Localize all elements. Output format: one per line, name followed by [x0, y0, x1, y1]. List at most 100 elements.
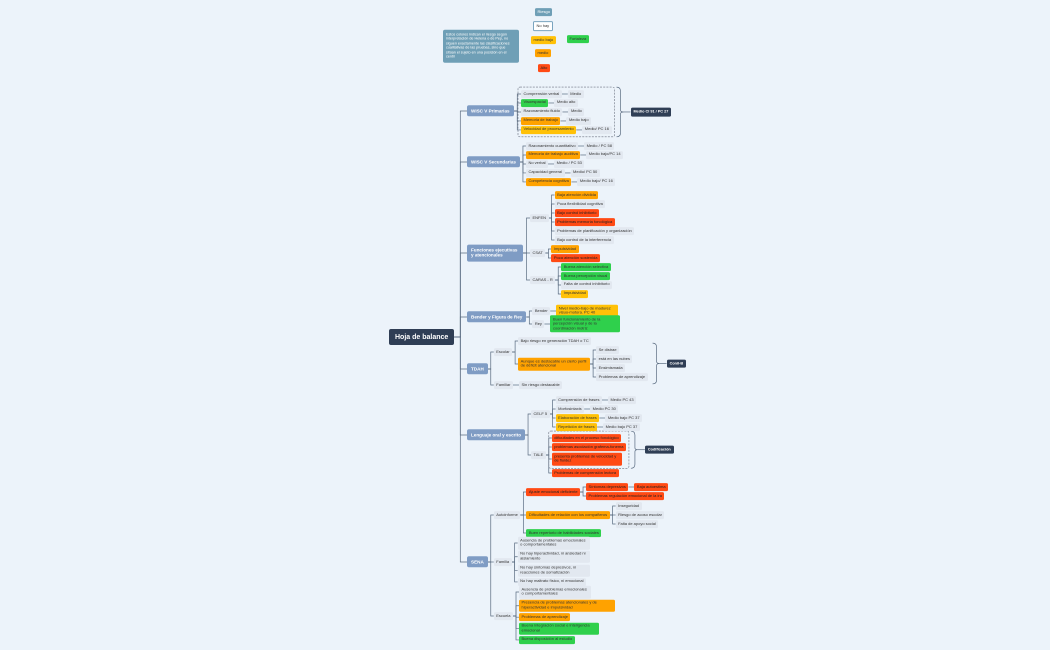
- subtopic[interactable]: Falta de apoyo social: [615, 520, 659, 528]
- subtopic[interactable]: Medio/ PC 16: [582, 126, 612, 134]
- subtopic[interactable]: Impulsividad: [551, 245, 579, 253]
- subtopic[interactable]: Escolar: [493, 348, 513, 356]
- branch-topic[interactable]: WISC V Primarias: [467, 105, 514, 117]
- subtopic[interactable]: Medio: [567, 90, 584, 98]
- summary-topic[interactable]: Codificación: [644, 445, 674, 455]
- connector-line: [555, 279, 562, 295]
- connector-line: [513, 110, 521, 131]
- subtopic[interactable]: Medio bajo/ PC 16: [577, 178, 616, 186]
- subtopic[interactable]: Inseguridad: [615, 502, 642, 510]
- subtopic[interactable]: Morfosintaxis: [555, 405, 585, 413]
- branch-topic[interactable]: SENA: [467, 556, 488, 568]
- subtopic[interactable]: Sin riesgo destacable: [519, 381, 563, 389]
- subtopic[interactable]: Medio/ PC 50: [570, 169, 600, 177]
- subtopic[interactable]: Buen funcionamiento de la percepción vis…: [550, 315, 621, 333]
- connector-line: [609, 514, 616, 525]
- branch-topic[interactable]: Bender y Figura de Rey: [467, 311, 527, 323]
- subtopic[interactable]: No hay hiperactividad, ni ansiedad ni ai…: [517, 550, 590, 564]
- subtopic[interactable]: Capacidad general: [525, 169, 565, 177]
- subtopic[interactable]: Visoespacial: [521, 99, 549, 107]
- subtopic[interactable]: Medio bajo: [566, 117, 592, 125]
- subtopic[interactable]: Medio bajo/PC 14: [586, 151, 624, 159]
- subtopic[interactable]: problemas asociación grafema-fonema: [551, 443, 626, 451]
- subtopic[interactable]: Ajuste emocional deficiente: [526, 488, 581, 496]
- subtopic[interactable]: Elaboración de frases: [555, 414, 600, 422]
- subtopic[interactable]: Bajo control de la interferencia: [554, 236, 614, 244]
- subtopic[interactable]: Problemas de planificación y organizació…: [554, 227, 635, 235]
- branch-topic[interactable]: Funciones ejecutivas y atencionales: [467, 244, 523, 262]
- branch-topic[interactable]: Lenguaje oral y escrito: [467, 429, 526, 441]
- subtopic[interactable]: Comprensión verbal: [521, 90, 562, 98]
- subtopic[interactable]: dificultades en el proceso fonológico: [551, 434, 622, 442]
- subtopic[interactable]: Autoinforme: [493, 511, 521, 519]
- subtopic[interactable]: Presencia de problemas atencionales y de…: [519, 599, 615, 613]
- subtopic[interactable]: Medio PC 43: [607, 396, 637, 404]
- subtopic[interactable]: Nivel medio-bajo de madurez visuo-motora…: [556, 304, 619, 318]
- subtopic[interactable]: CELF 5: [531, 410, 550, 418]
- subtopic[interactable]: Problemas regulación emocional de la ira: [586, 492, 665, 500]
- subtopic[interactable]: No hay maltrato físico, ni emocional: [517, 578, 587, 586]
- subtopic[interactable]: Dificultades de relación con los compañe…: [526, 511, 610, 519]
- subtopic[interactable]: Se distrae: [596, 346, 620, 354]
- subtopic[interactable]: Escuela: [493, 612, 513, 620]
- subtopic[interactable]: Memoria de trabajo auditiva: [525, 151, 581, 159]
- subtopic[interactable]: Buena percepción visual: [561, 272, 610, 280]
- subtopic[interactable]: Baja autoestima: [634, 483, 669, 491]
- subtopic[interactable]: Medio: [568, 108, 585, 116]
- subtopic[interactable]: Medio / PC 58: [584, 142, 615, 150]
- subtopic[interactable]: Medio alto: [554, 99, 578, 107]
- subtopic[interactable]: Bender: [532, 307, 551, 315]
- subtopic[interactable]: presenta problemas de velocidad y de flu…: [551, 452, 622, 466]
- subtopic[interactable]: Buena integración social e inteligencia …: [519, 622, 599, 635]
- subtopic[interactable]: Bajo riesgo en generación TDAH o TC: [518, 337, 592, 345]
- branch-topic[interactable]: TDAH: [467, 363, 488, 375]
- subtopic[interactable]: Problemas de aprendizaje: [596, 373, 648, 381]
- connector-line: [590, 363, 597, 378]
- summary-topic[interactable]: Conil-B: [666, 359, 687, 368]
- subtopic[interactable]: Riesgo de acoso escolar: [615, 511, 665, 519]
- subtopic[interactable]: Medio bajo PC 37: [603, 423, 640, 431]
- subtopic[interactable]: Medio bajo PC 37: [605, 414, 643, 422]
- root-topic[interactable]: Hoja de balance: [389, 329, 455, 345]
- subtopic[interactable]: CARAS - R: [530, 276, 556, 284]
- subtopic[interactable]: Buena disposición al estudio: [519, 636, 575, 644]
- subtopic[interactable]: Aunque es destacable un cierto perfil de…: [518, 357, 591, 371]
- subtopic[interactable]: Síntomas depresivos: [586, 483, 629, 491]
- subtopic[interactable]: Ensimismada: [596, 364, 626, 372]
- subtopic[interactable]: TALE: [531, 451, 546, 459]
- subtopic[interactable]: ENFEN: [530, 214, 549, 222]
- summary-topic[interactable]: Medio CI 91 / PC 27: [630, 107, 672, 117]
- subtopic[interactable]: Baja atención dividida: [554, 191, 599, 199]
- branch-topic[interactable]: WISC V Secundarias: [467, 156, 520, 168]
- subtopic[interactable]: Bajo control inhibitorio: [554, 209, 599, 217]
- subtopic[interactable]: Buen repertorio de habilidades sociales: [526, 529, 602, 537]
- subtopic[interactable]: Impulsividad: [561, 290, 589, 298]
- subtopic[interactable]: Memoria de trabajo: [521, 117, 561, 125]
- subtopic[interactable]: Rey: [532, 320, 545, 328]
- subtopic[interactable]: Problemas de aprendizaje: [519, 613, 571, 622]
- subtopic[interactable]: Problemas memoria fonológica: [554, 218, 615, 226]
- subtopic[interactable]: Competencia cognitiva: [525, 178, 572, 186]
- subtopic[interactable]: Poca atención sostenida: [551, 254, 600, 262]
- subtopic[interactable]: Repetición de frases: [555, 423, 598, 431]
- subtopic[interactable]: Falta de control inhibitorio: [561, 281, 613, 289]
- subtopic[interactable]: Problemas de comprensión lectora: [551, 469, 619, 477]
- connector-line: [454, 316, 467, 338]
- subtopic[interactable]: Razonamiento fluido: [521, 108, 563, 116]
- subtopic[interactable]: Poca flexibilidad cognitiva: [554, 200, 606, 208]
- subtopic[interactable]: está en las nubes: [596, 355, 633, 363]
- subtopic[interactable]: No verbal: [525, 160, 549, 168]
- subtopic[interactable]: Familia: [493, 558, 512, 566]
- subtopic[interactable]: Medio PC 30: [590, 405, 619, 413]
- subtopic[interactable]: Velocidad de procesamiento: [521, 126, 577, 134]
- subtopic[interactable]: Buena atención selectiva: [561, 263, 611, 271]
- subtopic[interactable]: Familiar: [493, 381, 513, 389]
- subtopic[interactable]: Ausencia de problemas emocionales o comp…: [517, 536, 590, 550]
- connector-line: [454, 336, 467, 370]
- subtopic[interactable]: Comprensión de frases: [555, 396, 602, 404]
- subtopic[interactable]: Razonamiento cuantitativo: [525, 142, 579, 150]
- subtopic[interactable]: CSAT: [530, 249, 546, 257]
- subtopic[interactable]: Ausencia de problemas emocionales o comp…: [519, 585, 591, 599]
- subtopic[interactable]: Medio / PC 53: [554, 160, 585, 168]
- subtopic[interactable]: No hay síntomas depresivos, ni reaccione…: [517, 564, 590, 577]
